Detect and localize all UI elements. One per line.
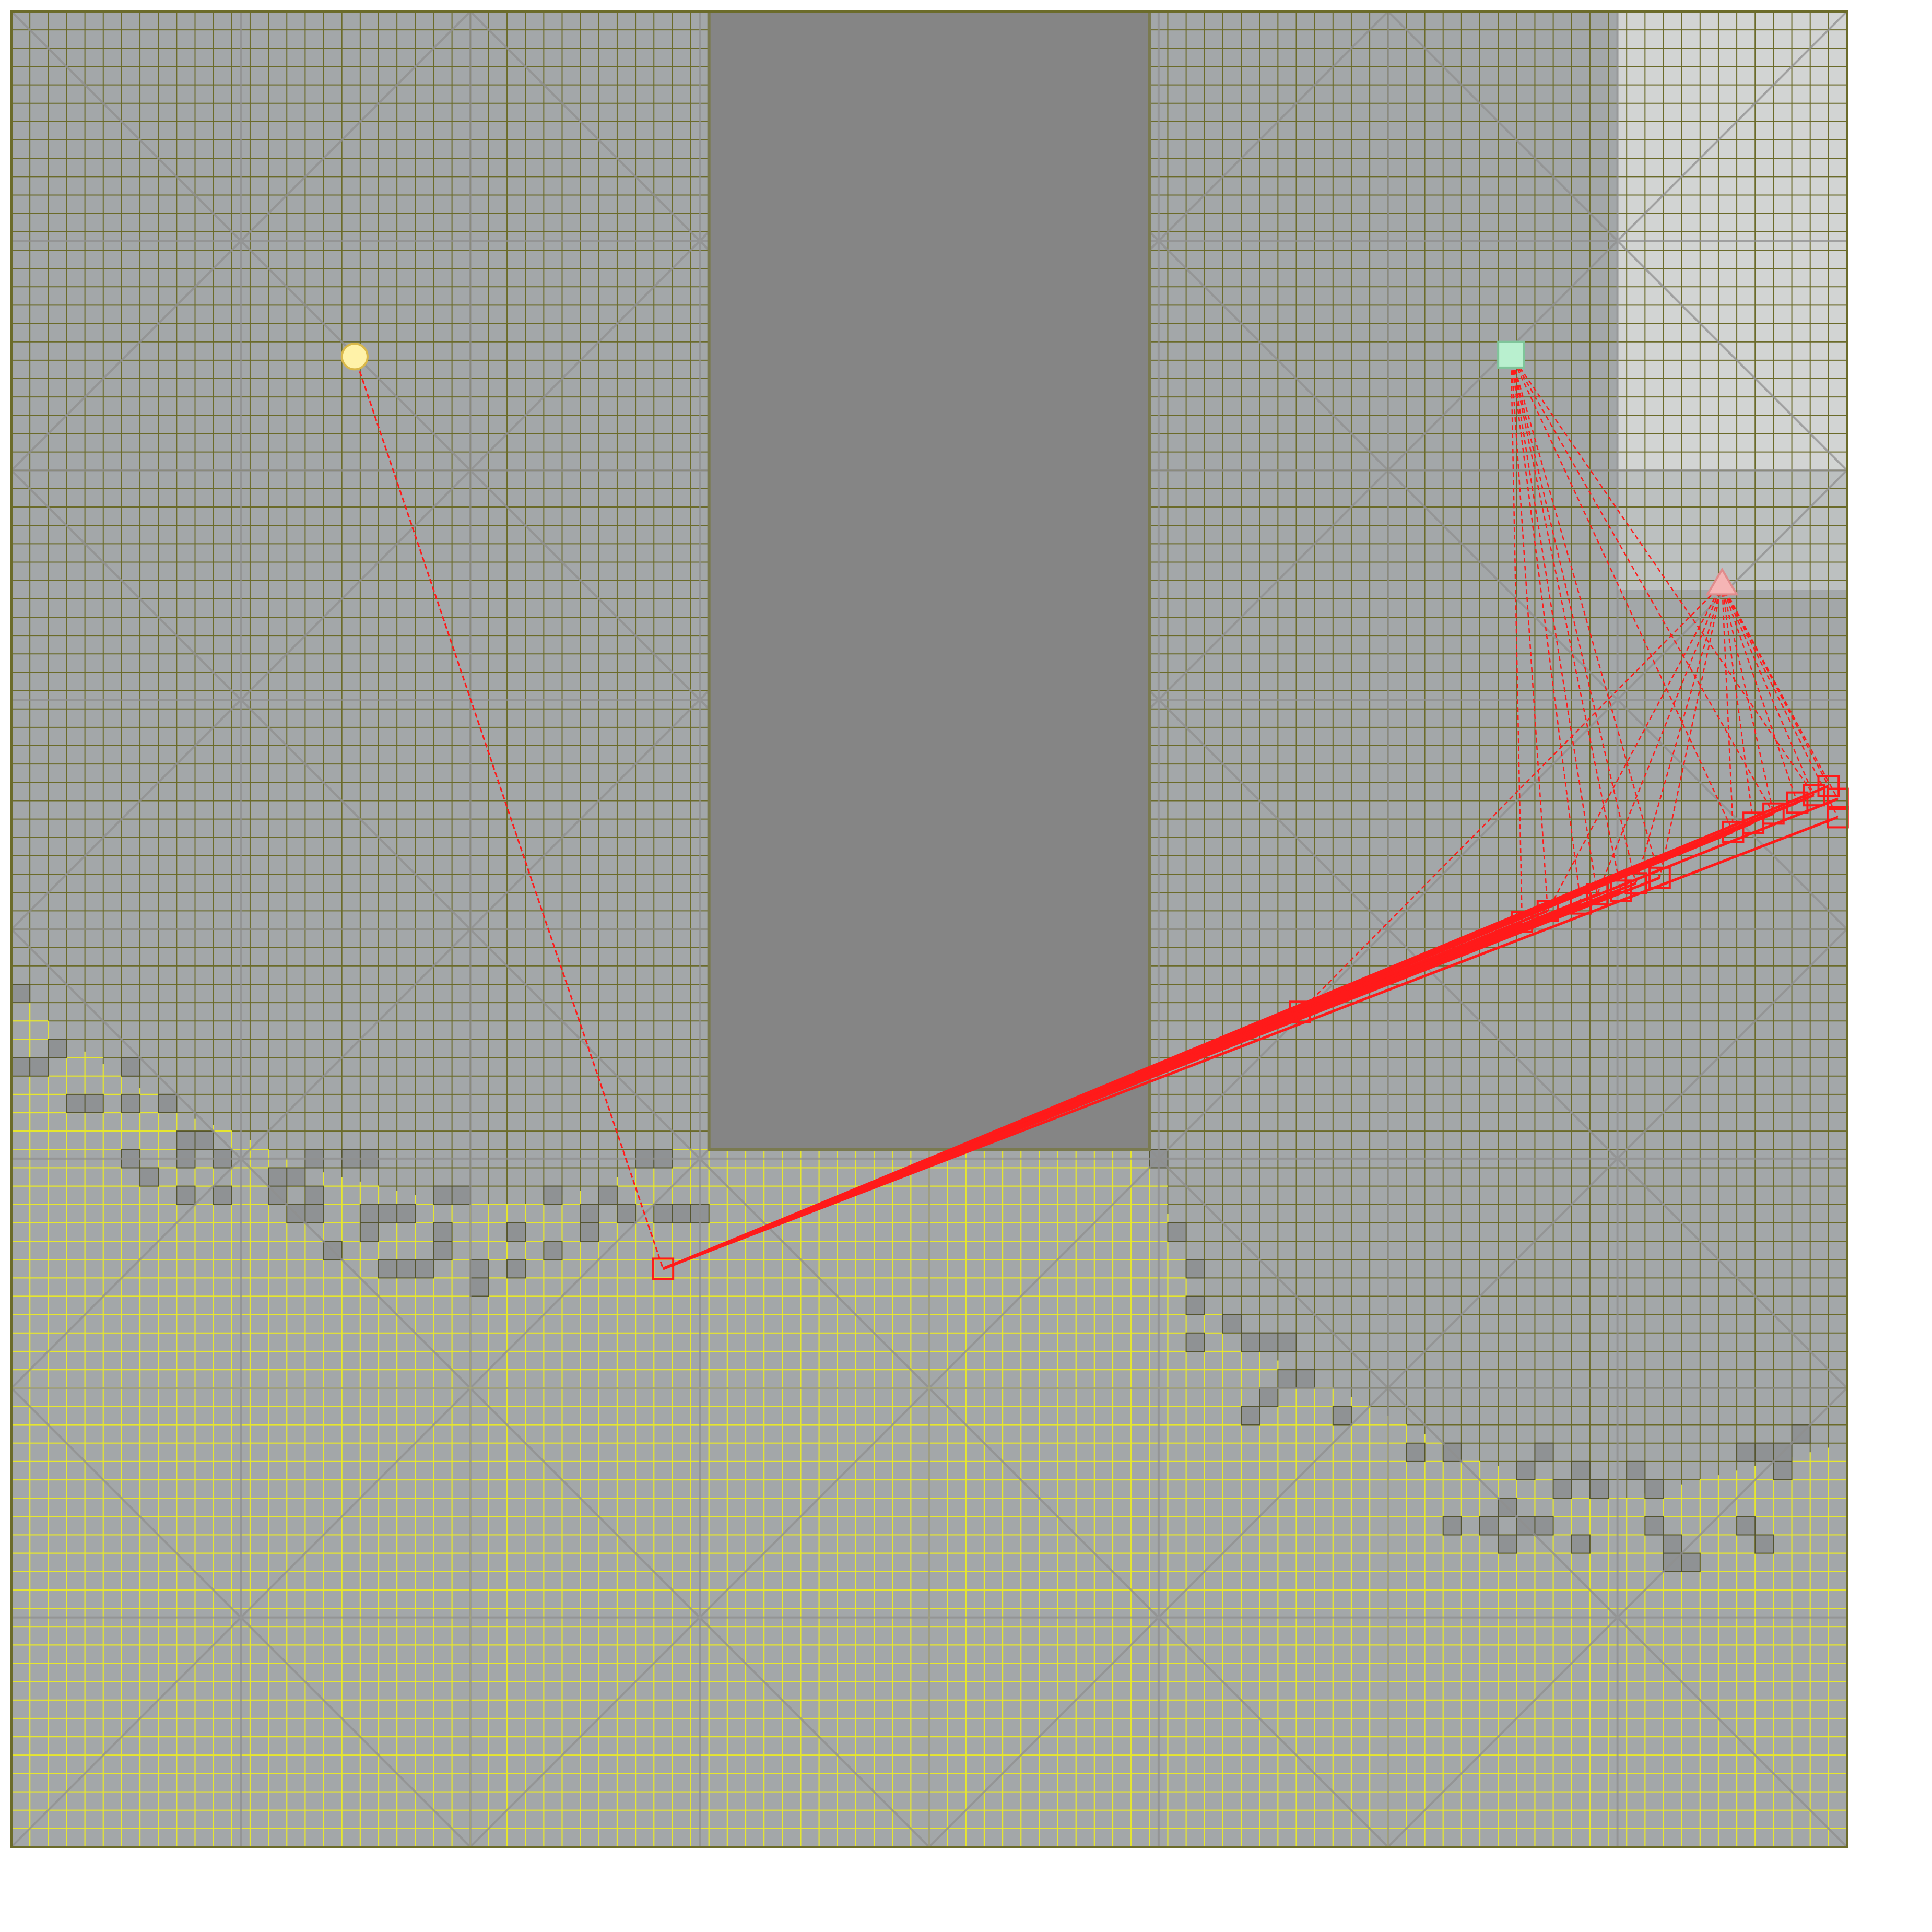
goal-a-fan-line [1510, 355, 1636, 883]
goal-b-fan-line [1721, 584, 1815, 796]
target-node-icon [1610, 879, 1632, 902]
target-node-icon [1586, 883, 1609, 906]
marker-layer [10, 10, 1848, 1848]
hub-path-line [662, 785, 1829, 1270]
goal-b-fan-line [1299, 583, 1723, 1012]
goal-b-fan-line [1721, 584, 1754, 823]
target-node-icon [1289, 1000, 1311, 1023]
target-node-icon [1536, 900, 1559, 922]
target-node-icon [1648, 866, 1671, 889]
wall-block [707, 10, 1151, 1151]
goal-b-fan-line [1596, 584, 1723, 895]
goal-b-fan-line [1721, 584, 1829, 786]
goal-b-fan-line [1721, 584, 1839, 799]
light-region-fade [1617, 470, 1847, 590]
goal-a-fan-line [1510, 355, 1549, 911]
goal-b-fan-line [1721, 584, 1839, 818]
target-node-icon [1786, 791, 1809, 814]
goal-a-marker-icon [1497, 340, 1525, 369]
goal-b-fan-line [1547, 584, 1723, 911]
goal-b-marker-icon [1705, 567, 1739, 596]
goal-a-fan-line [1510, 354, 1815, 796]
goal-b-fan-line [1721, 584, 1734, 832]
goal-a-fan-line [1510, 354, 1660, 878]
hub-path-line [662, 797, 1839, 1270]
goal-b-fan-line [1635, 584, 1723, 883]
path-layer [354, 354, 1839, 1270]
hub-node-icon [652, 1257, 675, 1280]
goal-b-fan-line [1659, 584, 1723, 878]
goal-a-fan-line [1510, 355, 1622, 891]
goal-a-fan-line [1510, 355, 1582, 904]
goal-a-fan-line [1510, 354, 1734, 832]
goal-b-fan-line [1721, 584, 1798, 803]
target-node-icon [1511, 911, 1534, 933]
goal-a-fan-line [1510, 355, 1598, 894]
goal-a-fan-line [1510, 354, 1774, 814]
goal-a-fan-line [1510, 355, 1523, 922]
start-marker-icon [340, 343, 369, 371]
target-node-icon [1762, 802, 1785, 825]
map-border [10, 10, 1848, 1848]
wall-layer [707, 10, 1151, 1151]
start-to-hub-path [354, 356, 664, 1269]
target-node-icon [1624, 872, 1647, 894]
